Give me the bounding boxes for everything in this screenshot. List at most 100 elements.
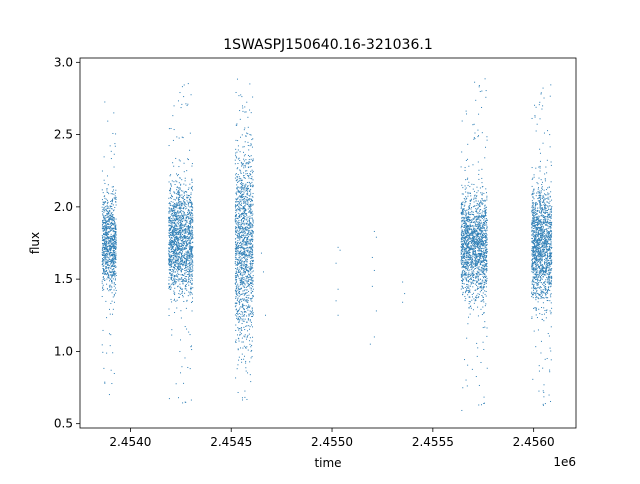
data-point — [191, 227, 193, 229]
data-point — [113, 282, 115, 284]
data-point — [188, 257, 190, 259]
data-point — [110, 233, 112, 235]
data-point — [479, 202, 481, 204]
data-point — [471, 275, 473, 277]
data-point — [250, 222, 252, 224]
data-point — [250, 229, 252, 231]
data-point — [238, 203, 240, 205]
data-point — [115, 227, 117, 229]
data-point — [180, 201, 182, 203]
data-point — [247, 231, 249, 233]
data-point — [191, 259, 193, 261]
data-point — [246, 101, 248, 103]
data-point — [114, 145, 116, 147]
data-point — [181, 247, 183, 249]
data-point — [183, 84, 185, 86]
data-point — [170, 225, 172, 227]
data-point — [105, 218, 107, 220]
data-point — [184, 262, 186, 264]
data-point — [468, 300, 470, 302]
data-point — [244, 241, 246, 243]
data-point — [189, 196, 191, 198]
data-point — [181, 216, 183, 218]
data-point — [191, 181, 193, 183]
data-point — [190, 253, 192, 255]
data-point — [184, 208, 186, 210]
data-point — [477, 287, 479, 289]
data-point — [473, 242, 475, 244]
data-point — [111, 211, 113, 213]
data-point — [484, 235, 486, 237]
data-point — [240, 293, 242, 295]
data-point — [234, 262, 236, 264]
data-point — [250, 357, 252, 359]
data-point — [240, 247, 241, 249]
data-point — [241, 230, 242, 232]
data-point — [474, 228, 476, 230]
data-point — [106, 214, 108, 216]
data-point — [184, 288, 186, 290]
data-point — [236, 275, 238, 277]
data-point — [191, 254, 193, 256]
data-point — [115, 228, 117, 230]
data-point — [107, 254, 109, 256]
data-point — [473, 138, 475, 140]
data-point — [240, 253, 242, 255]
data-point — [108, 333, 110, 335]
data-point — [471, 232, 473, 234]
data-point — [236, 179, 238, 181]
data-point — [238, 212, 240, 214]
data-point — [248, 266, 250, 268]
data-point — [464, 296, 466, 298]
data-point — [172, 227, 174, 229]
data-point — [250, 204, 252, 206]
data-point — [186, 191, 188, 193]
data-point — [472, 241, 474, 243]
data-point — [113, 259, 115, 261]
data-point — [236, 151, 238, 153]
data-point — [170, 220, 172, 222]
data-point — [463, 217, 465, 219]
data-point — [175, 218, 177, 220]
data-point — [175, 216, 177, 218]
data-point — [187, 251, 189, 253]
data-point — [178, 262, 180, 264]
data-point — [242, 320, 244, 322]
data-point — [177, 210, 179, 212]
data-point — [186, 231, 188, 233]
data-point — [464, 250, 466, 252]
data-point — [112, 215, 114, 217]
data-point — [168, 225, 170, 227]
data-point — [106, 175, 108, 177]
data-point — [171, 221, 173, 223]
data-point — [238, 268, 240, 270]
data-point — [235, 212, 237, 214]
data-point — [115, 133, 117, 135]
data-point — [241, 298, 243, 300]
data-point — [467, 213, 469, 215]
data-point — [182, 279, 184, 281]
data-point — [177, 266, 179, 268]
data-point — [173, 250, 175, 252]
data-point — [190, 248, 192, 250]
data-point — [250, 203, 252, 205]
data-point — [111, 222, 113, 224]
data-point — [175, 259, 177, 261]
data-point — [184, 235, 186, 237]
data-point — [110, 219, 112, 221]
data-point — [189, 275, 191, 277]
data-point — [188, 273, 190, 275]
data-point — [472, 244, 474, 246]
data-point — [235, 294, 237, 296]
data-point — [114, 243, 116, 245]
data-point — [463, 222, 465, 224]
data-point — [177, 260, 179, 262]
data-point — [107, 238, 109, 240]
data-point — [242, 313, 244, 315]
data-point — [186, 215, 188, 217]
data-point — [173, 279, 175, 281]
data-point — [170, 255, 172, 257]
data-point — [461, 219, 463, 221]
data-point — [178, 182, 180, 184]
data-point — [483, 223, 485, 225]
